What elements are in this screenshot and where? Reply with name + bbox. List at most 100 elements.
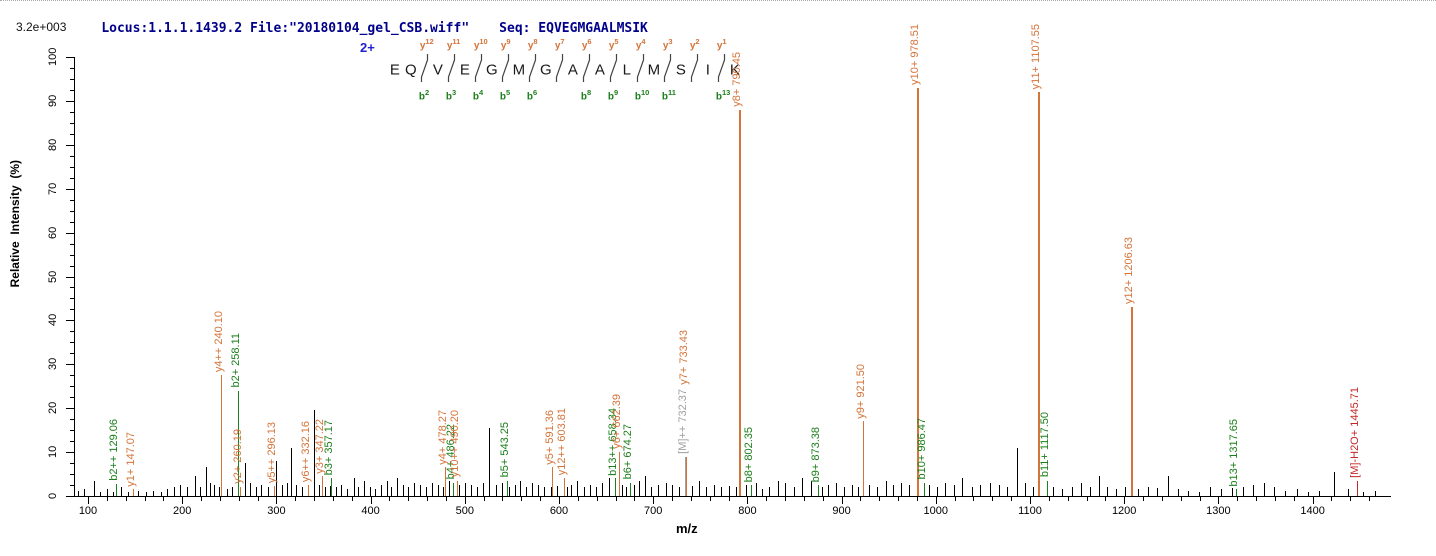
- noise-peak: [1090, 487, 1092, 496]
- noise-peak: [1334, 471, 1336, 496]
- noise-peak: [381, 485, 383, 496]
- noise-peak: [998, 485, 1000, 496]
- ion-peak: [685, 456, 687, 496]
- noise-peak: [736, 487, 738, 496]
- window-top-border: [0, 0, 1436, 1]
- noise-peak: [745, 485, 747, 496]
- noise-peak: [127, 491, 129, 496]
- noise-peak: [514, 485, 516, 496]
- b-ion-tag: b6: [526, 87, 538, 102]
- noise-peak: [1016, 447, 1018, 496]
- residue-letter: S: [673, 38, 689, 102]
- noise-peak: [205, 467, 207, 496]
- fragmentation-slash-icon: [663, 54, 671, 82]
- ion-peak: [133, 489, 135, 496]
- y-ion-tag: y3: [662, 37, 673, 52]
- y-major-tick: [66, 188, 74, 190]
- y-major-tick: [66, 232, 74, 234]
- noise-peak: [77, 490, 79, 496]
- x-minor-tick: [1048, 497, 1050, 501]
- noise-peak: [909, 485, 911, 496]
- noise-peak: [509, 487, 511, 496]
- noise-peak: [335, 487, 337, 496]
- cleavage-mark: y4 b10: [635, 37, 649, 102]
- noise-peak: [657, 485, 659, 496]
- residue: I: [705, 61, 710, 79]
- noise-peak: [1307, 491, 1309, 496]
- x-minor-tick: [898, 497, 900, 501]
- x-major-tick: [88, 497, 89, 504]
- x-major-tick: [1030, 497, 1031, 504]
- spectrum-plot-area: b2++ 129.06 y1+ 147.07 y4++ 240.10 b2+ 258.…: [74, 24, 1391, 497]
- residue: M: [647, 61, 661, 79]
- noise-peak: [250, 482, 252, 496]
- noise-peak: [1107, 487, 1109, 496]
- y-tick-label: 80: [47, 138, 59, 151]
- noise-peak: [691, 486, 693, 496]
- fragmentation-slash-icon: [717, 54, 725, 82]
- noise-peak: [1138, 489, 1140, 496]
- noise-peak: [665, 482, 667, 496]
- noise-peak: [218, 487, 220, 496]
- ion-peak: [331, 478, 333, 496]
- y-tick-label: 90: [47, 94, 59, 108]
- y-tick-label: 30: [47, 358, 59, 371]
- y-ion-tag: y6: [581, 37, 592, 52]
- y-minor-tick: [70, 342, 74, 344]
- noise-peak: [1115, 489, 1117, 496]
- noise-peak: [1080, 482, 1082, 496]
- noise-peak: [550, 487, 552, 496]
- noise-peak: [1188, 490, 1190, 496]
- peak-label: b2+ 258.11: [229, 333, 242, 388]
- peak-label: b13+ 1317.65: [1228, 418, 1241, 487]
- ion-peak: [445, 467, 447, 496]
- noise-peak: [980, 485, 982, 496]
- fragmentation-slash-icon: [501, 54, 509, 82]
- y-minor-tick: [70, 298, 74, 300]
- y-major-tick: [66, 57, 74, 58]
- y-major-tick: [66, 100, 74, 102]
- ion-peak: [862, 421, 864, 496]
- cleavage-mark: y2: [689, 37, 700, 102]
- x-tick-label: 1200: [1111, 505, 1137, 517]
- noise-peak: [1221, 489, 1223, 496]
- residue: A: [594, 61, 605, 79]
- noise-peak: [397, 478, 399, 496]
- x-minor-tick: [106, 497, 108, 501]
- y-minor-tick: [70, 221, 74, 223]
- x-minor-tick: [201, 497, 203, 501]
- x-minor-tick: [1143, 497, 1145, 501]
- x-major-tick: [653, 497, 655, 504]
- noise-peak: [1007, 487, 1009, 496]
- noise-peak: [590, 485, 592, 496]
- y-major-tick: [66, 496, 74, 497]
- y-tick-label: 40: [47, 314, 59, 327]
- fragmentation-slash-icon: [447, 54, 455, 82]
- noise-peak: [245, 463, 247, 496]
- x-minor-tick: [766, 497, 768, 501]
- y-ion-tag: y9: [500, 37, 511, 52]
- noise-peak: [341, 485, 343, 496]
- x-tick-label: 300: [267, 505, 286, 517]
- x-minor-tick: [634, 497, 636, 501]
- noise-peak: [477, 487, 479, 496]
- ion-peak: [629, 482, 631, 496]
- noise-peak: [769, 487, 771, 496]
- x-minor-tick: [709, 497, 711, 501]
- x-minor-tick: [351, 497, 353, 501]
- noise-peak: [1177, 489, 1179, 496]
- ion-peak: [684, 456, 686, 496]
- noise-peak: [282, 485, 284, 496]
- x-minor-tick: [615, 497, 617, 501]
- x-minor-tick: [954, 497, 956, 501]
- residue-letter: E: [457, 38, 473, 102]
- peak-label: y2+ 260.19: [231, 429, 244, 485]
- x-minor-tick: [332, 497, 334, 501]
- ion-peak: [916, 87, 919, 496]
- noise-peak: [929, 485, 931, 496]
- ion-peak: [239, 487, 241, 496]
- ion-peak: [1356, 480, 1358, 496]
- cleavage-mark: y9 b5: [500, 37, 511, 102]
- noise-peak: [402, 485, 404, 496]
- x-minor-tick: [728, 497, 730, 501]
